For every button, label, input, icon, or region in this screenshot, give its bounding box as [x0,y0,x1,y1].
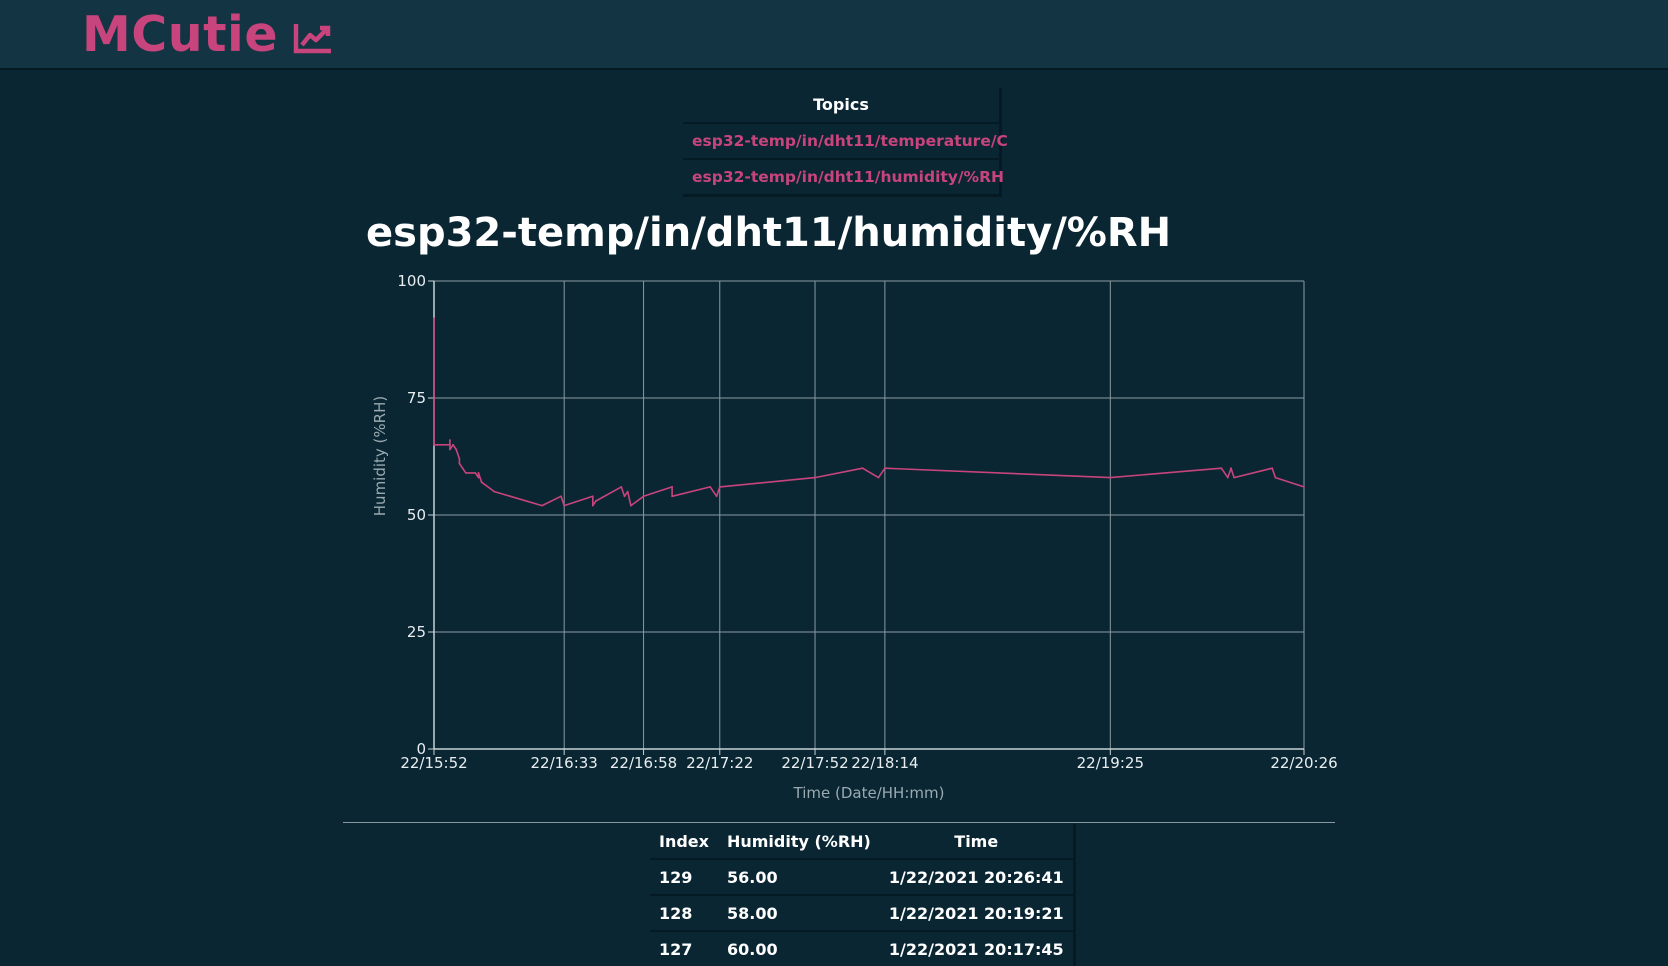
data-point [448,448,451,451]
data-point [458,457,461,460]
table-row: 128 58.00 1/22/2021 20:19:21 [650,894,1075,931]
cell-index: 127 [650,930,718,966]
data-point [1274,476,1277,479]
y-tick-label: 100 [397,272,426,290]
data-point [1226,476,1229,479]
data-point [448,443,451,446]
data-point [455,448,458,451]
data-point [642,495,645,498]
data-point [461,467,464,470]
brand-name: MCutie [82,6,279,63]
data-point [1233,476,1236,479]
data-point [477,471,480,474]
cell-humidity: 58.00 [717,894,880,931]
app-header: MCutie [0,0,1668,70]
table-row: 127 60.00 1/22/2021 20:17:45 [650,930,1075,966]
series-line-humidity [433,318,1305,507]
data-point [448,439,451,442]
data-point [433,443,435,446]
data-point [591,495,594,498]
table-header-row: Index Humidity (%RH) Time [650,824,1074,859]
data-point [433,317,435,320]
trend-chart-icon [293,23,332,53]
x-tick-label: 22/16:58 [610,754,677,772]
x-tick-label: 22/19:25 [1077,754,1144,772]
x-tick-label: 22/15:52 [400,754,467,772]
cell-humidity: 56.00 [717,858,880,895]
data-point [671,495,674,498]
x-tick-label: 22/18:14 [851,754,918,772]
cell-time: 1/22/2021 20:26:41 [879,858,1075,895]
data-point [1230,467,1232,470]
x-axis-label: Time (Date/HH:mm) [793,784,945,802]
table-row: 129 56.00 1/22/2021 20:26:41 [650,858,1075,895]
topics-header: Topics [813,95,869,114]
data-point [563,504,566,507]
y-tick-label: 75 [407,389,426,407]
data-point [1220,467,1223,470]
data-point [877,476,880,479]
data-point [560,495,562,498]
chart-title: esp32-temp/in/dht11/humidity/%RH [366,210,1172,256]
column-header-humidity: Humidity (%RH) [726,831,871,851]
data-point [480,481,483,484]
data-point [626,490,629,493]
data-point [1303,486,1305,488]
topic-link-humidity[interactable]: esp32-temp/in/dht11/humidity/%RH [683,158,1004,194]
data-point [709,486,712,488]
data-point [493,490,496,493]
x-tick-label: 22/17:22 [686,754,753,772]
data-point [861,467,864,470]
x-tick-label: 22/20:26 [1270,754,1337,772]
data-point [541,504,543,507]
data-point [629,504,632,507]
data-point [620,486,623,488]
data-point [477,476,480,479]
y-axis-label: Humidity (%RH) [371,396,389,516]
data-point [591,504,594,507]
data-point [715,495,718,498]
data-point [595,500,597,502]
y-tick-label: 50 [407,506,426,524]
cell-humidity: 60.00 [717,930,880,966]
data-point [671,486,674,488]
x-tick-label: 22/16:33 [530,754,597,772]
data-point [452,443,454,446]
cell-time: 1/22/2021 20:19:21 [879,894,1075,931]
data-point [814,476,816,479]
column-header-time: Time [954,831,999,851]
cell-index: 129 [650,858,718,895]
data-point [464,471,467,474]
topics-panel: Topics esp32-temp/in/dht11/temperature/C… [683,88,1008,197]
data-point [458,462,461,465]
topic-link-temperature[interactable]: esp32-temp/in/dht11/temperature/C [683,122,1008,158]
data-point [623,495,626,498]
cell-index: 128 [650,894,718,931]
y-tick-label: 0 [416,740,426,758]
section-divider [343,822,1335,823]
data-point [474,471,477,474]
data-point [883,467,886,470]
x-tick-label: 22/17:52 [781,754,848,772]
y-tick-label: 25 [407,623,426,641]
data-point [1109,476,1112,479]
data-point [442,443,445,446]
humidity-chart: 0 25 50 75 100 22/15:52 22/16:33 22/16:58 22/17:… [371,272,1338,802]
brand-link[interactable]: MCutie [82,6,334,63]
readings-table: Index Humidity (%RH) Time 129 56.00 1/22… [650,824,1076,966]
cell-time: 1/22/2021 20:17:45 [879,930,1075,966]
data-point [1271,467,1274,470]
data-point [436,443,439,446]
column-header-index: Index [659,831,709,851]
data-point [718,486,721,488]
